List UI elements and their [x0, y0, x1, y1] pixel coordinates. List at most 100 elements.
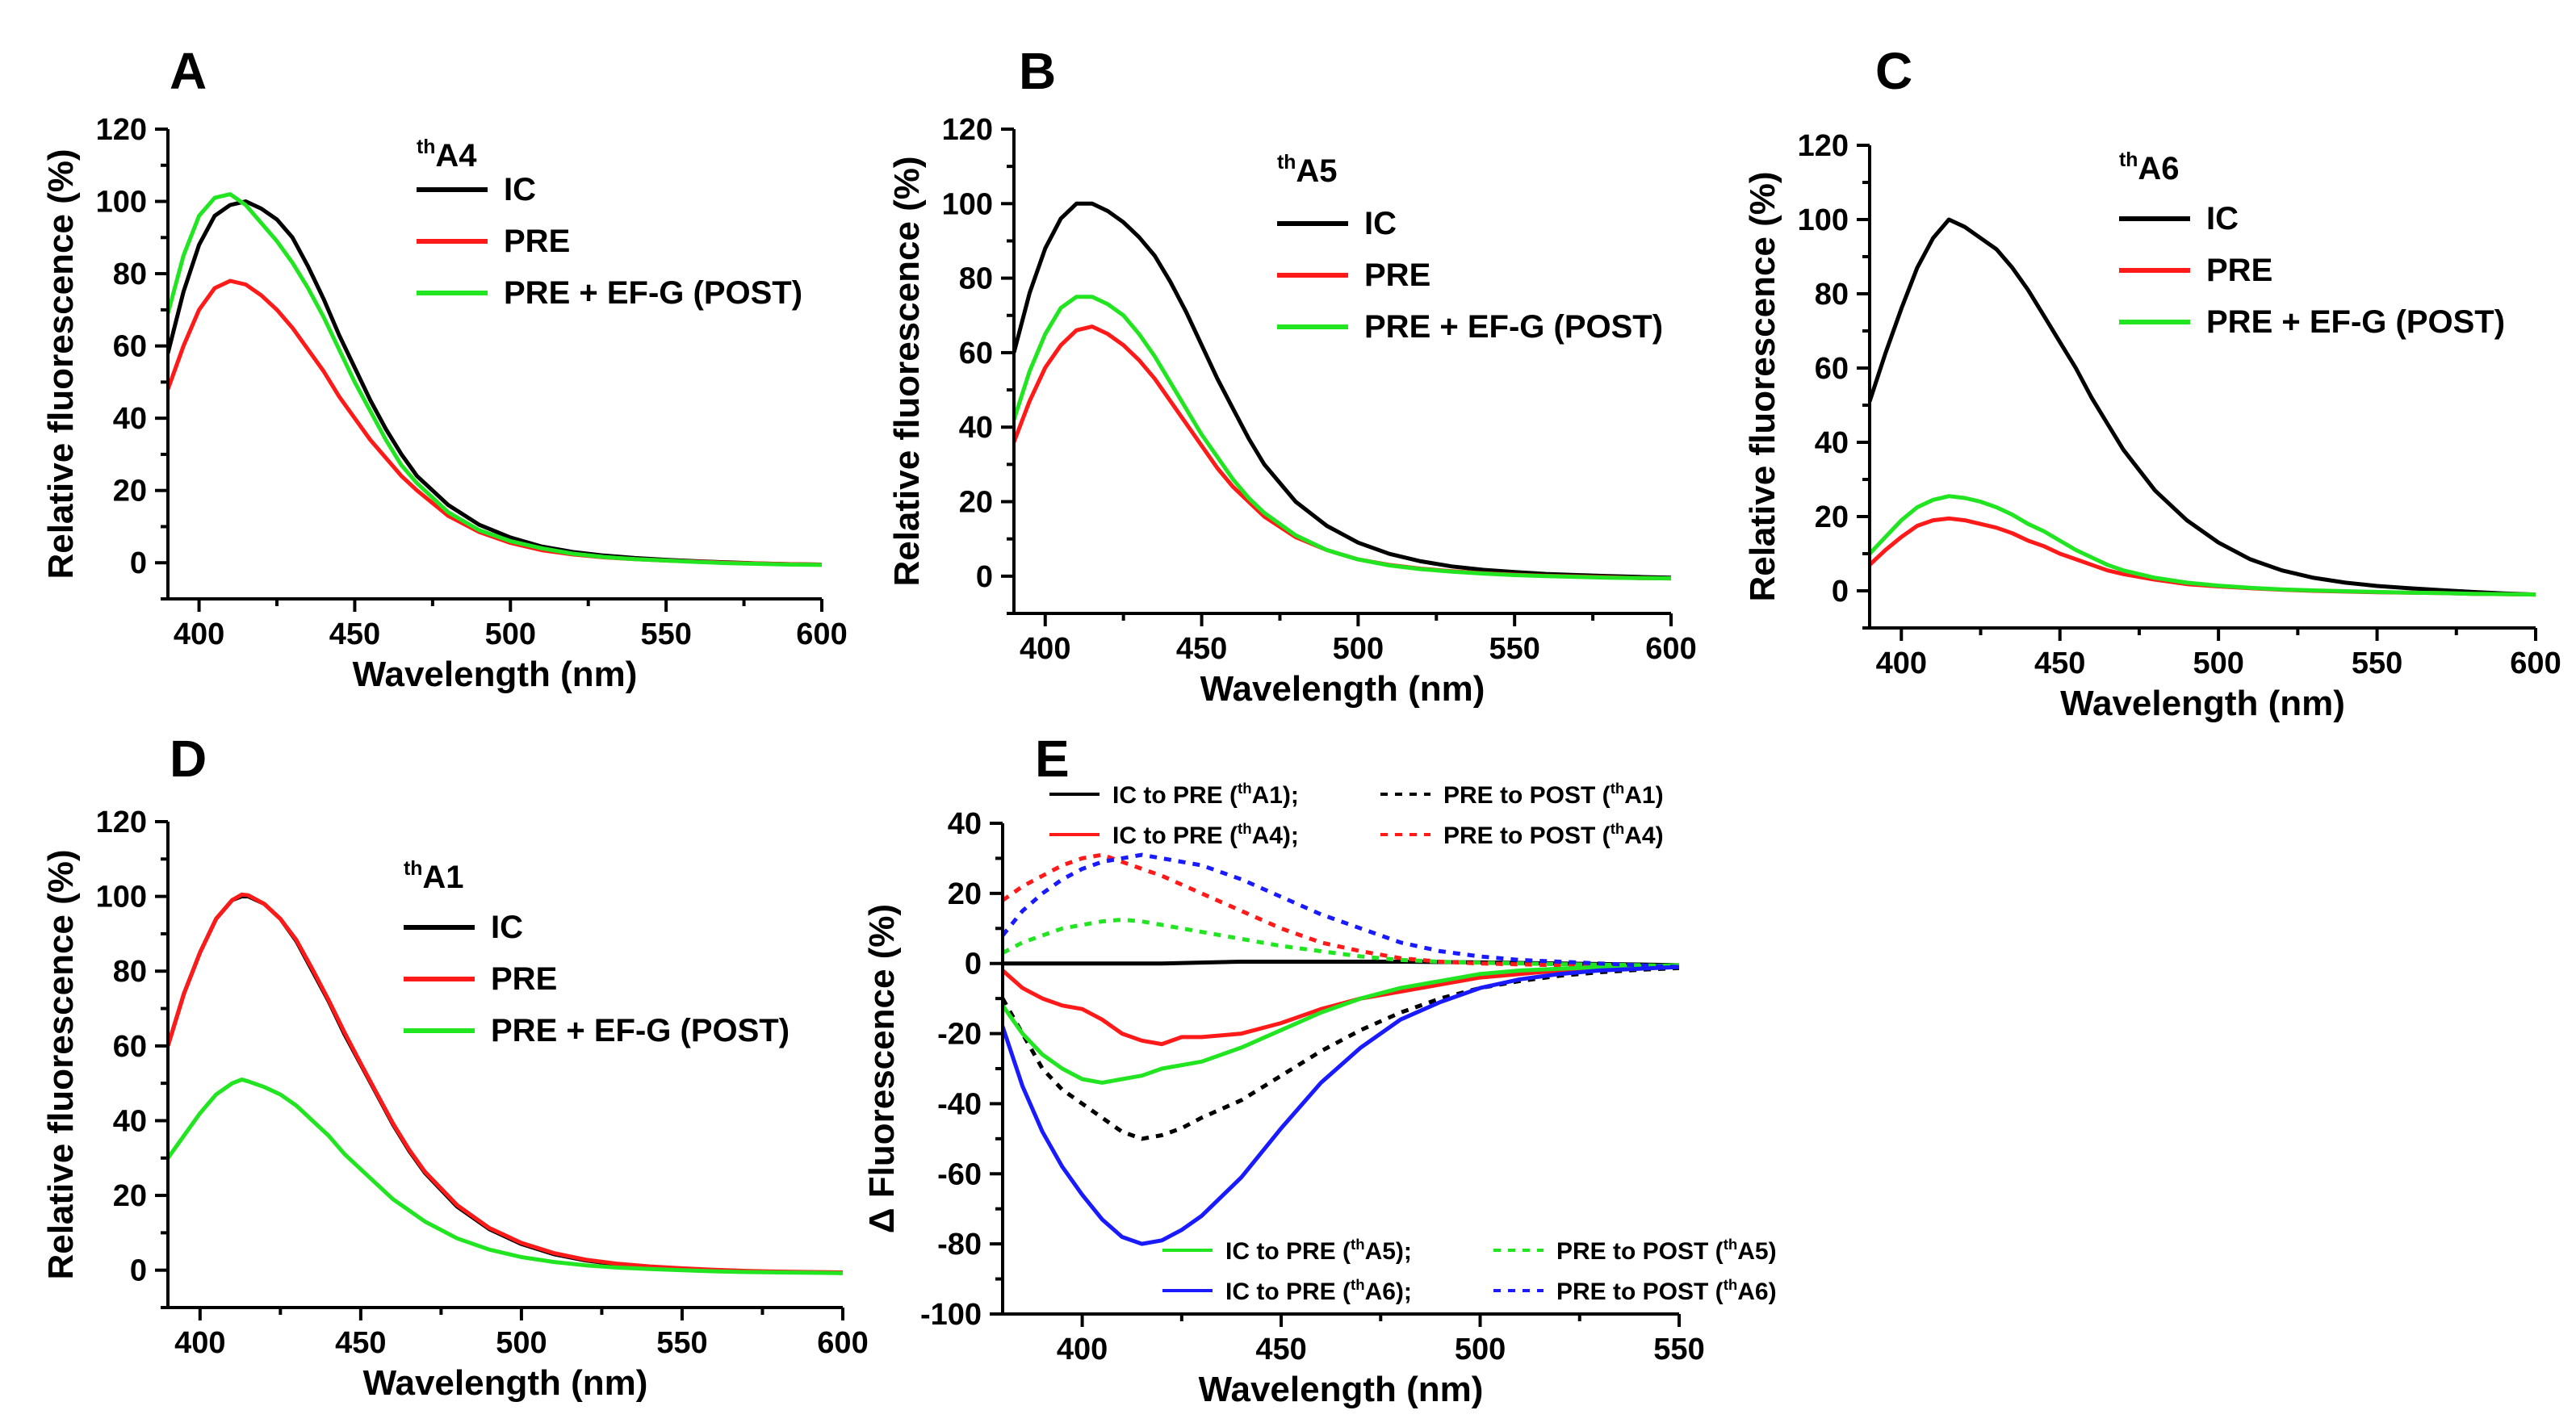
- x-tick-label: 400: [174, 1326, 225, 1360]
- legend-sup: th: [1238, 820, 1252, 837]
- series-line-5: [1003, 917, 1679, 969]
- legend-text: PRE to POST (: [1443, 782, 1611, 809]
- series-line-4: [1003, 963, 1679, 1085]
- legend-text: ): [1283, 822, 1291, 849]
- x-axis-title: Wavelength (nm): [353, 655, 638, 694]
- legend-name: A6: [1737, 1278, 1768, 1305]
- legend-name: A5: [1737, 1238, 1768, 1265]
- legend-title-sup: th: [1277, 152, 1296, 174]
- x-tick-label: 500: [1333, 632, 1384, 666]
- series-line-1: [1003, 965, 1679, 1141]
- y-tick-label: 120: [1798, 129, 1849, 163]
- y-tick-label: 0: [130, 1254, 147, 1288]
- legend: thA1 IC PRE PRE + EF-G (POST): [404, 858, 790, 1048]
- legend-text: IC to PRE (: [1112, 782, 1238, 809]
- x-tick-label: 600: [796, 617, 847, 651]
- legend-solid-label: IC to PRE (thA1);: [1112, 780, 1299, 809]
- y-tick-label: 40: [959, 411, 993, 445]
- legend-row: IC to PRE (thA1); PRE to POST (thA1): [1049, 780, 1664, 809]
- legend-text: ;: [1404, 1278, 1412, 1305]
- series-line-1: [168, 892, 843, 1274]
- y-tick-label: 0: [130, 546, 147, 580]
- legend-name: A6: [1365, 1278, 1396, 1305]
- legend-name: A5: [1365, 1238, 1396, 1265]
- legend-name: A1: [1252, 782, 1283, 809]
- y-tick-label: -80: [937, 1228, 982, 1262]
- y-tick-label: 40: [1815, 426, 1849, 460]
- y-tick-label: 0: [976, 560, 993, 594]
- y-tick-label: 100: [1798, 203, 1849, 237]
- x-tick-label: 550: [640, 617, 691, 651]
- x-tick-label: 600: [1645, 632, 1696, 666]
- y-tick-label: -40: [937, 1087, 982, 1121]
- legend-solid-label: IC to PRE (thA4);: [1112, 820, 1299, 849]
- x-tick-label: 450: [1255, 1333, 1306, 1366]
- legend-label: IC: [1364, 206, 1397, 241]
- legend-text: ;: [1291, 782, 1299, 809]
- legend-text: ): [1396, 1238, 1404, 1265]
- legend-text: ): [1769, 1238, 1777, 1265]
- y-tick-label: 60: [113, 330, 147, 364]
- x-tick-label: 550: [2352, 647, 2402, 680]
- y-tick-label: 60: [959, 337, 993, 370]
- series-line-0: [1870, 217, 2536, 597]
- legend-label: PRE: [2206, 253, 2272, 288]
- legend-text: PRE to POST (: [1556, 1238, 1724, 1265]
- legend: thA4 IC PRE PRE + EF-G (POST): [417, 136, 802, 311]
- y-axis-title: Relative fluorescence (%): [1743, 171, 1782, 601]
- y-tick-label: 60: [113, 1030, 147, 1064]
- legend: thA6 IC PRE PRE + EF-G (POST): [2119, 149, 2505, 340]
- legend-row: IC to PRE (thA4); PRE to POST (thA4): [1049, 820, 1664, 849]
- panel-E: E 400 450 500 550 -100 -80 -60 -40 -20 0 20 40 Wavele…: [862, 730, 1777, 1409]
- series-line-6: [1003, 965, 1679, 1246]
- panel-letter: C: [1875, 42, 1912, 100]
- y-tick-label: 80: [1815, 278, 1849, 312]
- legend-title-sup: th: [417, 136, 435, 158]
- legend-label: PRE: [1364, 257, 1430, 293]
- legend-text: ): [1396, 1278, 1404, 1305]
- x-tick-label: 550: [656, 1326, 707, 1360]
- legend-sup: th: [1724, 1236, 1738, 1253]
- y-tick-label: 20: [113, 1179, 147, 1213]
- legend-label: IC: [2206, 201, 2239, 236]
- y-tick-label: -60: [937, 1157, 982, 1191]
- y-tick-label: 100: [96, 881, 147, 914]
- y-tick-label: -100: [920, 1298, 982, 1332]
- x-tick-label: 450: [335, 1326, 386, 1360]
- legend-label: PRE + EF-G (POST): [2206, 304, 2505, 340]
- x-tick-label: 500: [496, 1326, 547, 1360]
- legend-text: ): [1656, 782, 1664, 809]
- series-line-3: [1003, 852, 1679, 969]
- x-tick-label: 450: [329, 617, 380, 651]
- legend-text: ;: [1404, 1238, 1412, 1265]
- series-line-2: [1003, 964, 1679, 1047]
- y-axis-title: Relative fluorescence (%): [887, 156, 927, 586]
- y-tick-label: 100: [942, 187, 993, 221]
- y-tick-label: 20: [948, 877, 982, 911]
- legend-text: PRE to POST (: [1556, 1278, 1724, 1305]
- legend-title-name: A4: [435, 138, 477, 174]
- series-line-0: [1014, 201, 1671, 580]
- legend-text: IC to PRE (: [1112, 822, 1238, 849]
- y-tick-label: 80: [113, 955, 147, 989]
- legend-title-name: A1: [422, 860, 463, 895]
- panel-C: C 400 450 500 550 600 0 20 40 60 80 100 120 Wavelengt…: [1743, 42, 2561, 723]
- legend-label: PRE: [491, 961, 557, 997]
- legend-dashed-label: PRE to POST (thA1): [1443, 780, 1664, 809]
- y-tick-label: 100: [96, 186, 147, 220]
- y-tick-label: 80: [113, 257, 147, 291]
- legend-name: A1: [1624, 782, 1655, 809]
- legend-sup: th: [1611, 780, 1625, 797]
- x-axis-title: Wavelength (nm): [1200, 669, 1485, 709]
- legend-name: A4: [1624, 822, 1656, 849]
- legend-text: IC to PRE (: [1225, 1238, 1351, 1265]
- legend-title: thA1: [404, 858, 464, 895]
- y-tick-label: 0: [1832, 575, 1849, 609]
- x-axis-title: Wavelength (nm): [2060, 684, 2345, 723]
- y-tick-label: 40: [948, 807, 982, 841]
- x-tick-label: 550: [1489, 632, 1539, 666]
- legend-text: ): [1769, 1278, 1777, 1305]
- legend-title: thA5: [1277, 152, 1338, 189]
- y-tick-label: 20: [1815, 500, 1849, 534]
- legend-label: PRE + EF-G (POST): [504, 275, 802, 311]
